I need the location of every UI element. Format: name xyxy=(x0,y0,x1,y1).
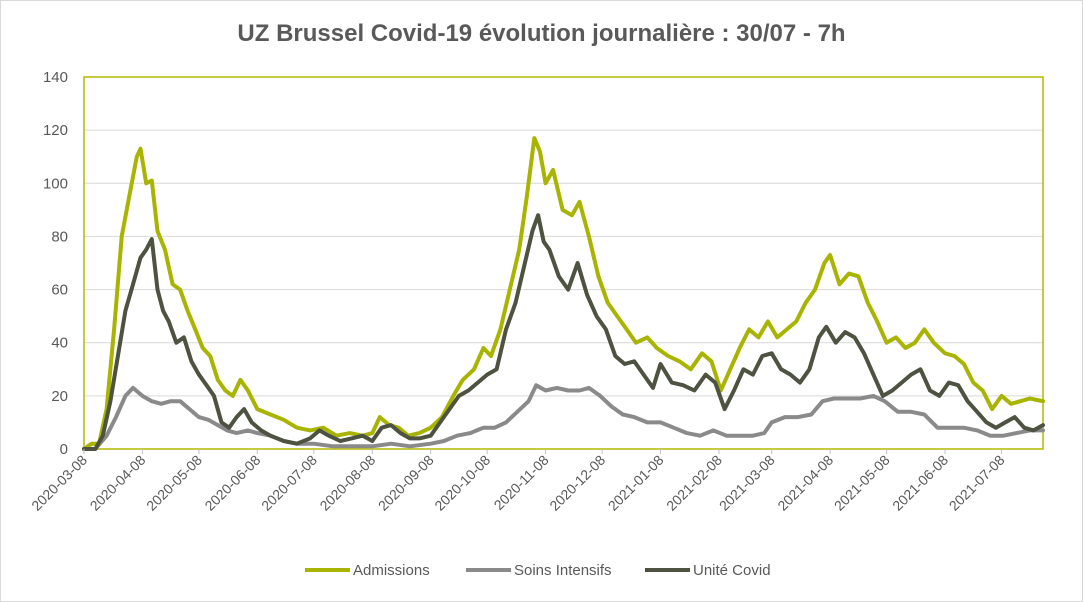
x-tick-label: 2021-07-08 xyxy=(946,452,1008,514)
x-tick-label: 2021-05-08 xyxy=(831,452,893,514)
plot-area-border xyxy=(83,76,1044,450)
x-tick-label: 2021-04-08 xyxy=(774,452,836,514)
x-axis: 2020-03-082020-04-082020-05-082020-06-08… xyxy=(28,449,1008,514)
y-tick-label: 0 xyxy=(60,441,68,458)
x-tick-label: 2020-08-08 xyxy=(316,452,378,514)
grid-lines xyxy=(84,129,1043,397)
x-tick-label: 2020-09-08 xyxy=(375,452,437,514)
legend-label-unite-covid: Unité Covid xyxy=(693,562,771,579)
series-line-soins-intensifs xyxy=(82,383,1045,451)
x-tick-label: 2020-12-08 xyxy=(546,452,608,514)
y-tick-label: 80 xyxy=(51,228,68,245)
x-tick-label: 2021-06-08 xyxy=(889,452,951,514)
series-layer xyxy=(82,136,1045,451)
x-tick-label: 2021-01-08 xyxy=(605,452,667,514)
series-line-admissions xyxy=(82,136,1045,451)
x-tick-label: 2020-07-08 xyxy=(258,452,320,514)
series-line-unite-covid xyxy=(82,213,1045,451)
chart-title: UZ Brussel Covid-19 évolution journalièr… xyxy=(237,20,846,47)
y-tick-label: 120 xyxy=(43,122,68,139)
x-tick-label: 2020-10-08 xyxy=(431,452,493,514)
y-tick-label: 100 xyxy=(43,175,68,192)
legend-label-admissions: Admissions xyxy=(353,562,430,579)
x-tick-label: 2021-02-08 xyxy=(663,452,725,514)
x-tick-label: 2020-06-08 xyxy=(201,452,263,514)
y-axis: 0 20 40 60 80 100 120 140 xyxy=(43,69,68,458)
y-tick-label: 20 xyxy=(51,388,68,405)
y-tick-label: 140 xyxy=(43,69,68,86)
y-tick-label: 60 xyxy=(51,282,68,299)
x-tick-label: 2021-03-08 xyxy=(716,452,778,514)
y-tick-label: 40 xyxy=(51,335,68,352)
x-tick-label: 2020-04-08 xyxy=(87,452,149,514)
x-tick-label: 2020-03-08 xyxy=(28,452,90,514)
legend-label-soins-intensifs: Soins Intensifs xyxy=(514,562,612,579)
x-tick-label: 2020-05-08 xyxy=(143,452,205,514)
x-tick-label: 2020-11-08 xyxy=(491,452,552,513)
legend: Admissions Soins Intensifs Unité Covid xyxy=(305,562,771,579)
